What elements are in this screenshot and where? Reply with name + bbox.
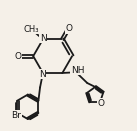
Text: O: O xyxy=(98,99,105,108)
Text: Br: Br xyxy=(12,111,21,120)
Text: CH₃: CH₃ xyxy=(23,25,39,34)
Text: NH: NH xyxy=(71,66,85,75)
Text: O: O xyxy=(14,52,21,61)
Text: N: N xyxy=(39,70,46,79)
Text: N: N xyxy=(40,34,47,43)
Text: O: O xyxy=(65,24,72,33)
